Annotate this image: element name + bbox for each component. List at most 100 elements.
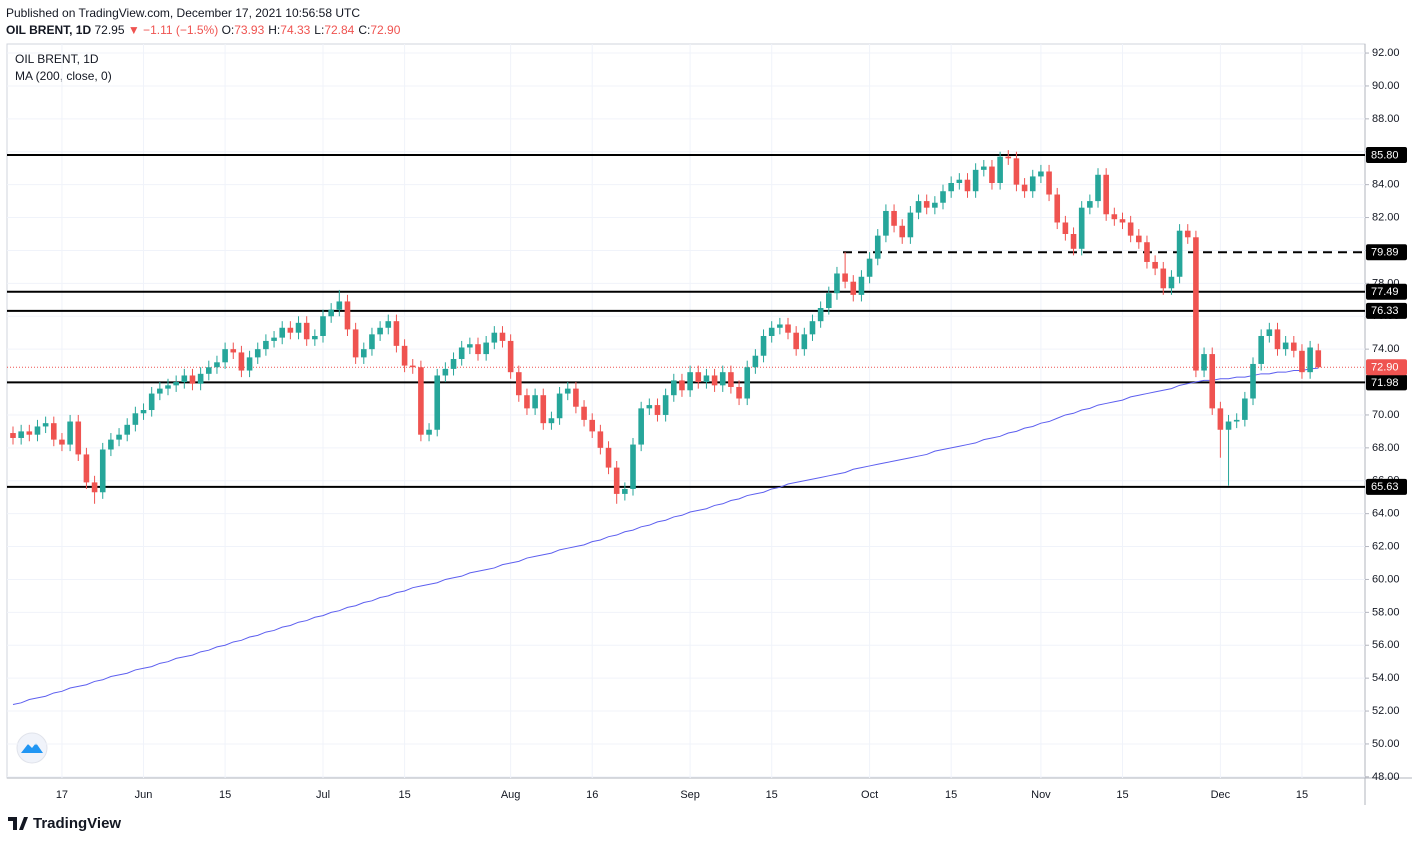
candle-body — [165, 385, 171, 389]
candle-body — [1250, 363, 1256, 399]
candle-body — [18, 431, 24, 438]
candle-body — [67, 421, 73, 445]
candle-body — [491, 332, 498, 343]
candle-body — [556, 393, 563, 419]
x-tick-label: Oct — [861, 789, 878, 801]
candle-body — [1087, 201, 1093, 208]
candle-body — [703, 375, 710, 383]
candle-body — [418, 367, 424, 435]
y-tick-label: 90.00 — [1372, 80, 1400, 92]
candle-body — [1095, 174, 1101, 202]
candle-body — [238, 352, 245, 371]
candle-body — [1299, 350, 1305, 373]
candle-body — [654, 405, 661, 415]
candle-body — [532, 395, 538, 409]
symbol: OIL BRENT, 1D — [6, 23, 92, 37]
x-tick-label: 15 — [219, 789, 231, 801]
candle-body — [173, 382, 179, 386]
candle-body — [932, 202, 938, 208]
y-tick-label: 68.00 — [1372, 442, 1400, 454]
candle-body — [197, 373, 204, 384]
price: 72.95 — [94, 23, 125, 37]
candle-body — [728, 372, 734, 387]
candle-body — [573, 388, 579, 407]
candle-body — [1291, 342, 1297, 351]
candle-body — [711, 375, 718, 386]
candle-body — [1021, 184, 1028, 192]
candle-body — [801, 334, 808, 350]
candle-body — [1136, 235, 1142, 243]
candle-body — [1225, 421, 1232, 430]
candle-body — [263, 340, 269, 350]
candle-body — [507, 340, 514, 373]
y-tick-label: 64.00 — [1372, 508, 1400, 520]
candle-body — [409, 365, 416, 368]
candle-body — [401, 345, 408, 366]
candle-body — [679, 380, 685, 391]
candle-body — [222, 349, 228, 363]
candle-body — [140, 410, 147, 414]
x-tick-label: Jun — [135, 789, 153, 801]
candle-body — [1282, 342, 1289, 350]
x-tick-label: 17 — [56, 789, 68, 801]
x-tick-label: 16 — [586, 789, 598, 801]
legend: OIL BRENT, 1D 72.95 ▼ −1.11 (−1.5%) O:73… — [6, 22, 400, 39]
candle-body — [124, 424, 131, 435]
candle-body — [1070, 233, 1077, 249]
ohlc-key: O: — [221, 23, 235, 37]
y-tick-label: 62.00 — [1372, 540, 1400, 552]
candle-body — [907, 212, 914, 238]
level-label-bg — [1366, 147, 1407, 164]
candle-body — [923, 201, 930, 208]
candle-body — [1184, 230, 1191, 238]
candle-body — [393, 321, 400, 346]
candle-body — [948, 183, 954, 192]
candle-body — [940, 191, 946, 203]
candle-body — [866, 258, 873, 277]
candle-body — [1168, 276, 1175, 289]
candle-body — [622, 488, 628, 494]
candle-body — [434, 375, 441, 430]
x-tick-label: 15 — [398, 789, 410, 801]
ohlc-value: 73.93 — [234, 23, 265, 37]
candle-body — [50, 423, 57, 440]
candle-body — [589, 419, 596, 432]
candle-body — [695, 372, 702, 383]
candle-body — [1005, 156, 1012, 159]
candle-body — [719, 372, 726, 386]
candle-body — [426, 429, 432, 435]
x-tick-label: Sep — [680, 789, 700, 801]
candle-body — [99, 449, 106, 493]
candle-body — [377, 327, 383, 335]
candle-body — [312, 335, 318, 340]
candle-body — [116, 434, 122, 440]
x-tick-label: Dec — [1211, 789, 1231, 801]
candle-body — [148, 393, 155, 411]
ma-line — [12, 367, 1319, 705]
candle-body — [874, 235, 881, 259]
level-label-bg — [1366, 374, 1407, 391]
candle-body — [132, 413, 139, 425]
candle-body — [157, 388, 163, 394]
candle-body — [271, 337, 277, 341]
candle-body — [915, 201, 922, 213]
candle-body — [42, 423, 49, 427]
x-tick-label: 15 — [945, 789, 957, 801]
candle-body — [10, 433, 16, 438]
level-label: 79.89 — [1371, 247, 1399, 259]
candle-body — [214, 362, 220, 368]
candle-body — [1242, 398, 1248, 420]
footer-logo: TradingView — [8, 815, 121, 832]
candle-body — [1054, 194, 1061, 223]
ma-legend: MA (200, close, 0) — [15, 69, 112, 83]
y-tick-label: 50.00 — [1372, 738, 1400, 750]
candle-body — [91, 482, 98, 493]
candle-body — [670, 380, 677, 396]
candle-body — [581, 406, 587, 420]
candle-body — [352, 329, 359, 358]
candle-body — [1038, 171, 1044, 177]
candle-body — [826, 293, 832, 309]
candle-body — [1119, 219, 1126, 223]
candle-body — [752, 355, 759, 368]
candle-body — [785, 324, 791, 333]
